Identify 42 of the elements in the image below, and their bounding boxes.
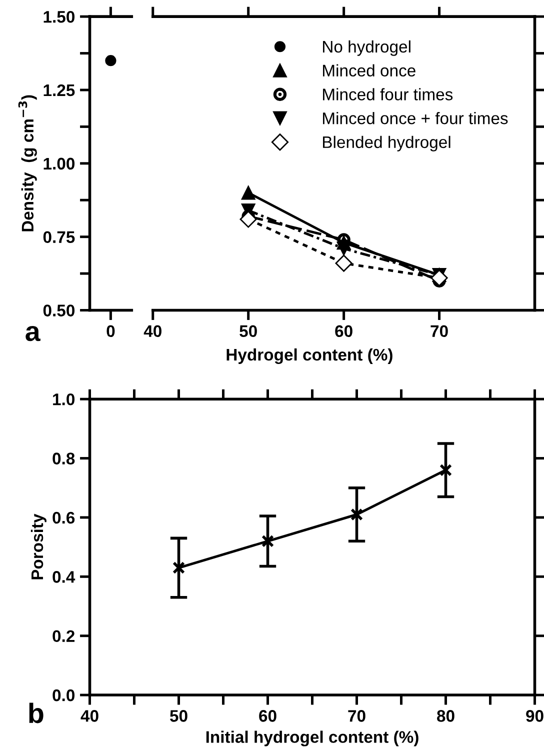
legend-label: Minced once + four times	[323, 112, 508, 124]
x-tick-label: 90	[526, 710, 544, 722]
point	[172, 562, 186, 574]
x-tick-label: 50	[240, 325, 257, 338]
y-tick-label: 1.00	[44, 158, 74, 170]
point	[240, 210, 257, 228]
x-axis-title: Hydrogel content (%)	[226, 348, 392, 364]
y-tick-label: 0.0	[52, 689, 74, 702]
legend-label: Minced four times	[323, 88, 453, 100]
y-tick-label: 1.25	[44, 84, 75, 96]
x-axis-title: Initial hydrogel content (%)	[206, 730, 418, 746]
y-tick-label: 0.4	[52, 571, 76, 583]
y-tick-label: 0.75	[43, 231, 75, 244]
x-tick-label: 80	[437, 710, 454, 722]
y-tick-label: 1.0	[53, 393, 74, 406]
y-tick-label: 0.50	[43, 304, 74, 316]
legend-label: Minced once	[323, 64, 416, 76]
x-tick-label: 40	[144, 325, 162, 338]
y-tick-label: 0.2	[52, 630, 75, 642]
point	[430, 269, 448, 286]
y-tick-label: 0.6	[52, 512, 75, 524]
y-axis-title: Density (g cm$^{−3}$)	[18, 95, 37, 232]
point	[350, 508, 364, 521]
point	[336, 242, 351, 256]
point	[335, 254, 352, 272]
x-tick-label: 70	[348, 710, 366, 722]
point	[262, 534, 274, 548]
legend-label: Blended hydrogel	[323, 136, 450, 152]
y-tick-label: 1.50	[44, 10, 74, 23]
x-tick-label: 70	[430, 325, 448, 338]
text: b	[29, 702, 44, 724]
text: a	[26, 326, 40, 342]
x-tick-label: 60	[259, 710, 276, 722]
legend-label: No hydrogel	[323, 40, 410, 56]
x-tick-label: 60	[335, 325, 352, 338]
point	[241, 186, 256, 200]
x-tick-label: 40	[80, 710, 98, 722]
point	[440, 464, 452, 476]
y-tick-label: 0.8	[52, 452, 75, 464]
x-tick-label: 0	[106, 325, 115, 338]
y-axis-title: Porosity	[30, 514, 46, 580]
x-tick-label: 50	[170, 710, 188, 722]
